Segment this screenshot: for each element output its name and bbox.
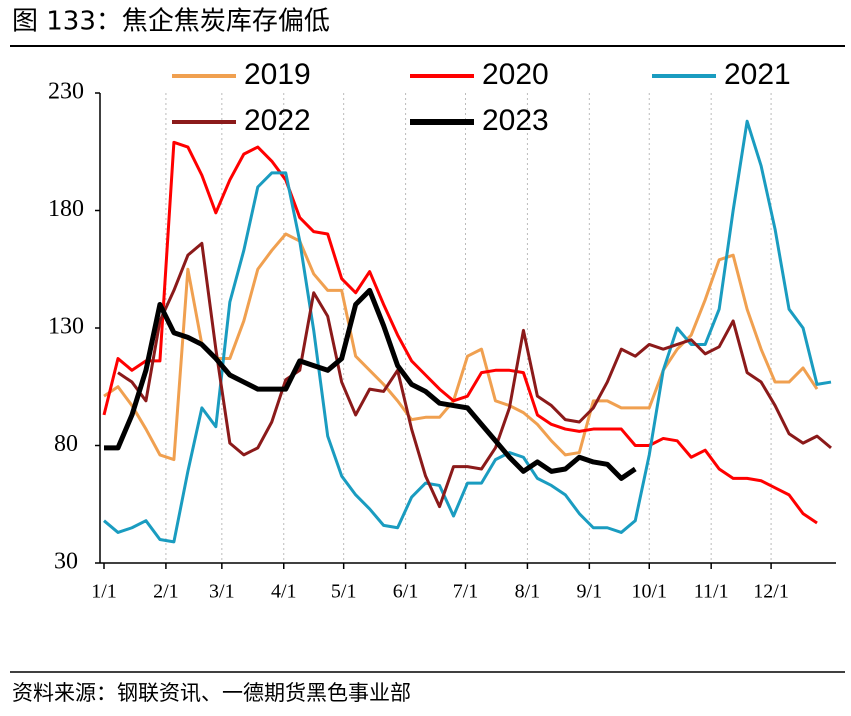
legend-label: 2021 (724, 58, 791, 91)
x-tick-label: 6/1 (393, 581, 419, 603)
series-line (102, 140, 818, 525)
x-tick-label: 4/1 (271, 581, 297, 603)
y-tick-label: 80 (54, 431, 78, 457)
legend-label: 2020 (482, 58, 549, 91)
source: 资料来源：钢联资讯、一德期货黑色事业部 (12, 681, 411, 705)
y-tick-label: 30 (54, 549, 78, 575)
legend-label: 2023 (482, 104, 549, 137)
x-tick-label: 7/1 (453, 581, 479, 603)
x-tick-label: 5/1 (331, 581, 357, 603)
series-line (117, 241, 832, 509)
x-tick-label: 8/1 (515, 581, 541, 603)
x-tick-label: 1/1 (91, 581, 117, 603)
series-line (103, 119, 832, 544)
y-tick-label: 230 (48, 79, 84, 105)
legend-label: 2019 (244, 58, 311, 91)
x-tick-label: 9/1 (577, 581, 603, 603)
legend-label: 2022 (244, 104, 311, 137)
y-tick-label: 130 (48, 314, 84, 340)
x-tick-label: 12/1 (753, 581, 789, 603)
x-tick-label: 10/1 (631, 581, 667, 603)
series-line (103, 232, 819, 462)
x-tick-label: 3/1 (209, 581, 235, 603)
y-tick-label: 180 (48, 196, 84, 222)
x-tick-label: 11/1 (694, 581, 729, 603)
x-tick-label: 2/1 (153, 581, 179, 603)
chart-title: 图 133：焦企焦炭库存偏低 (12, 7, 330, 37)
series-line (104, 287, 637, 481)
